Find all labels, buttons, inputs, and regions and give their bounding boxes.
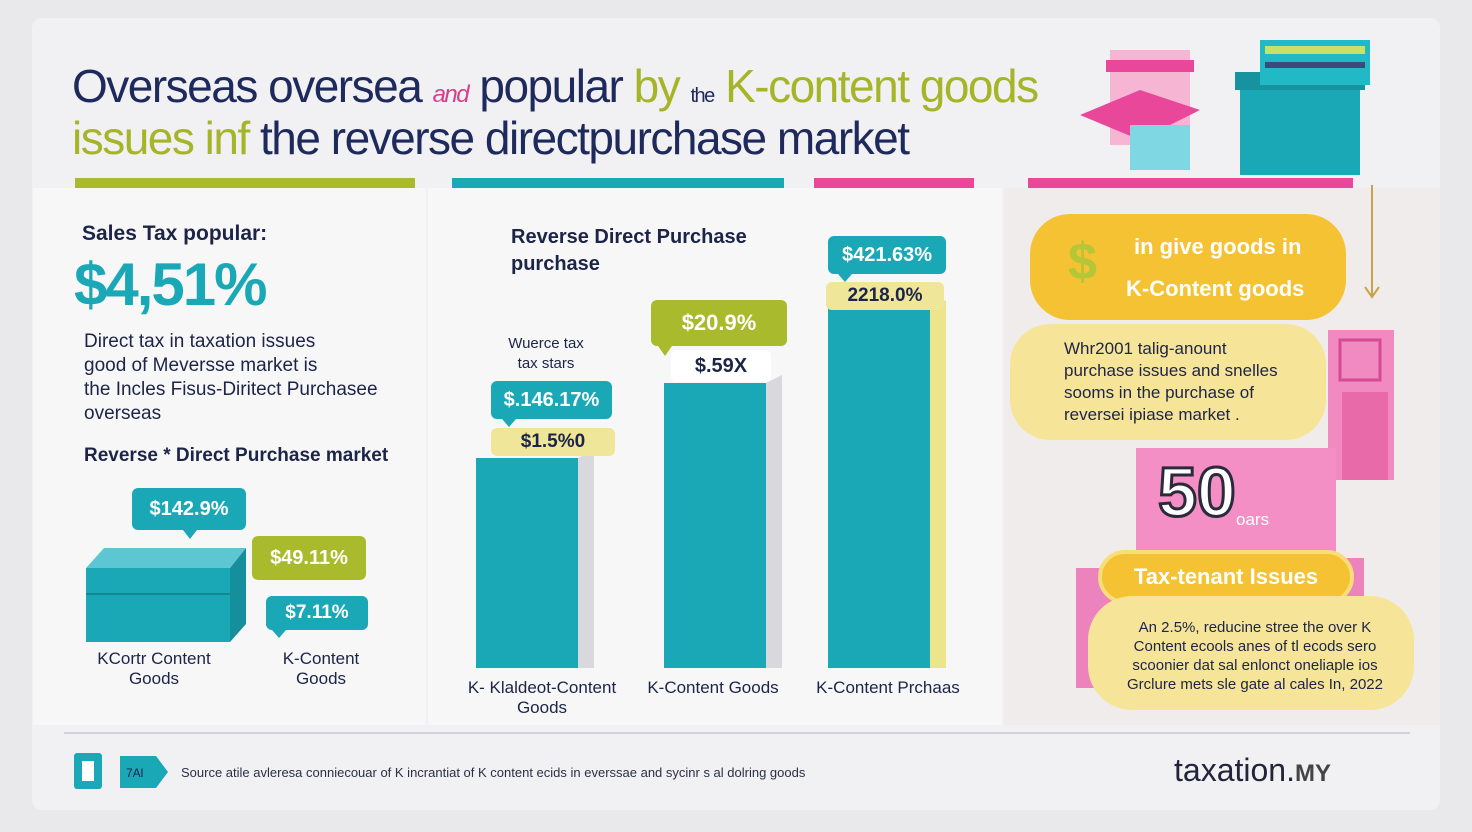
bottom-info-text: An 2.5%, reducine stree the over K Conte… xyxy=(1116,618,1394,694)
info-text: Whr2001 talig-anount purchase issues and… xyxy=(1064,338,1278,426)
left-description: Direct tax in taxation issues good of Me… xyxy=(84,330,378,426)
callout-value: $7.11% xyxy=(266,596,368,630)
bar-label: K- Klaldeot-Content Goods xyxy=(467,678,617,717)
info-line: Content ecools anes of tl ecods sero xyxy=(1133,638,1377,655)
brand-name: taxation. xyxy=(1174,752,1295,788)
box-label: K-Content Goods xyxy=(282,649,360,688)
bar-side xyxy=(766,375,782,668)
info-line: An 2.5%, reducine stree the over K xyxy=(1138,619,1372,636)
source-text: Source atile avleresa conniecouar of K i… xyxy=(181,765,806,780)
bar-callout: $.59X xyxy=(671,350,771,382)
chart-heading: Reverse Direct Purchase xyxy=(511,226,747,248)
document-icon xyxy=(74,753,102,789)
title-text: issues inf xyxy=(72,112,250,164)
callout-tail xyxy=(502,419,516,427)
pill-text: K-Content goods xyxy=(1126,276,1305,301)
big-number: 50 xyxy=(1157,452,1238,533)
title-text: by xyxy=(633,60,681,112)
callout-tail xyxy=(183,530,197,539)
bar-callout: $1.5%0 xyxy=(491,428,615,456)
info-line: reversei ipiase market . xyxy=(1064,405,1240,424)
svg-text:7Al: 7Al xyxy=(126,766,143,780)
callout-tail xyxy=(838,274,852,282)
accent-strip-teal xyxy=(452,178,784,188)
description-line: good of Meversse market is xyxy=(84,355,318,376)
chart-heading: purchase xyxy=(511,253,600,275)
info-pill xyxy=(1010,324,1326,440)
info-line: Grclure mets sle gate al cales In, 2022 xyxy=(1127,676,1383,693)
brand-suffix: MY xyxy=(1294,760,1331,787)
accent-strip-lime xyxy=(75,178,415,188)
note-line: tax stars xyxy=(517,355,575,372)
title-text: and xyxy=(432,81,470,108)
badge-text: Tax-tenant Issues xyxy=(1133,564,1319,589)
description-line: overseas xyxy=(84,403,162,424)
bar-side xyxy=(578,450,594,668)
box-label: KCortr Content Goods xyxy=(97,649,211,688)
bar xyxy=(828,308,930,668)
title-text: the xyxy=(690,85,716,107)
bar xyxy=(664,383,766,668)
chart-note: Wuerce tax tax stars xyxy=(506,334,586,374)
callout-value: $49.11% xyxy=(252,536,366,580)
left-subheading: Reverse * Direct Purchase market xyxy=(84,445,389,466)
bar-callout: $421.63% xyxy=(828,236,946,274)
title-text: popular xyxy=(479,60,623,112)
bar-callout: $20.9% xyxy=(651,300,787,346)
info-line: purchase issues and snelles xyxy=(1064,361,1278,380)
brand-logo: taxation.MY xyxy=(1174,752,1331,789)
title-text: Overseas oversea xyxy=(72,60,423,112)
tag-icon: 7Al xyxy=(120,756,168,788)
title-text: the reverse directpurchase market xyxy=(260,112,910,164)
highlight-pill xyxy=(1030,214,1346,320)
title-line-1: Overseas oversea and popular by the K-co… xyxy=(72,60,1039,122)
accent-strip-pink xyxy=(814,178,974,188)
info-line: sooms in the purchase of xyxy=(1064,383,1254,402)
gift-box-illustration xyxy=(1080,40,1370,175)
title-text: K-content goods xyxy=(725,60,1039,112)
dollar-icon: $ xyxy=(1068,233,1097,291)
bar-label: K-Content Goods xyxy=(647,678,779,697)
note-line: Wuerce tax xyxy=(508,335,584,352)
callout-value: $142.9% xyxy=(132,488,246,530)
callout-tail xyxy=(658,346,672,356)
bar xyxy=(476,458,578,668)
left-heading: Sales Tax popular: xyxy=(82,222,268,245)
title-line-2: issues inf the reverse directpurchase ma… xyxy=(72,112,910,164)
callout-tail xyxy=(272,630,286,638)
bar-callout: $.146.17% xyxy=(491,381,612,419)
accent-strip-pink xyxy=(1028,178,1353,188)
description-line: Direct tax in taxation issues xyxy=(84,331,316,352)
footer-divider xyxy=(64,732,1410,734)
arrow-down-icon xyxy=(1364,185,1380,299)
info-line: Whr2001 talig-anount xyxy=(1064,339,1227,358)
big-value: $4,51% xyxy=(74,251,267,318)
pill-text: in give goods in xyxy=(1134,234,1302,259)
product-box-icon xyxy=(86,548,246,642)
bar-chart xyxy=(476,300,946,668)
description-line: the Incles Fisus-Diritect Purchasee xyxy=(84,379,378,400)
info-line: scoonier dat sal enlonct oneliaple ios xyxy=(1132,657,1378,674)
bar-label: K-Content Prchaas xyxy=(816,678,960,697)
big-number-suffix: oars xyxy=(1236,510,1270,529)
bar-callout: 2218.0% xyxy=(826,282,944,310)
chart-bars xyxy=(476,300,946,668)
bottom-info-pill xyxy=(1088,596,1414,710)
shopping-bag-illustration xyxy=(1328,330,1394,480)
bar-side xyxy=(930,300,946,668)
